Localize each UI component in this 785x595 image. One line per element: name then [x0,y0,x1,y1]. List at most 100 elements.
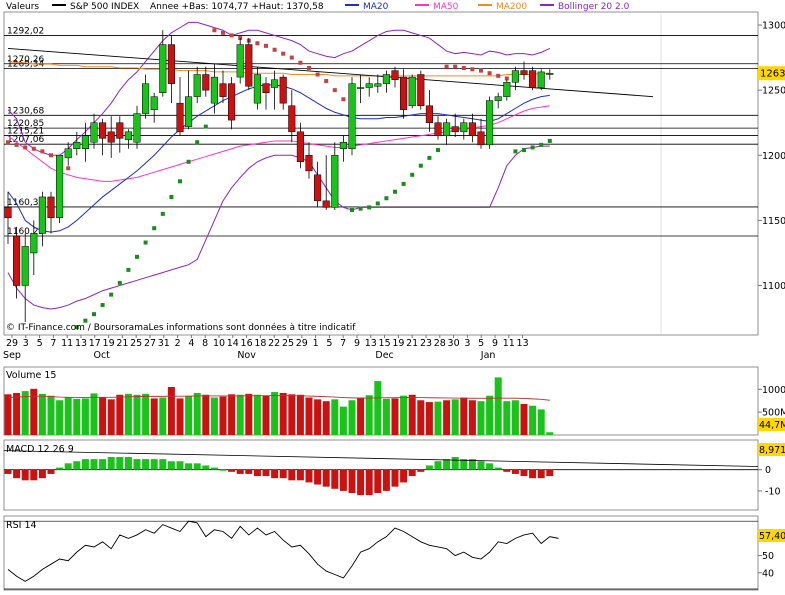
rsi-line [7,520,559,582]
sar-marker [14,142,19,147]
x-tick-label: 10 [213,338,225,349]
candle [374,83,382,87]
candle [434,122,442,136]
macd-last-tag [758,443,785,456]
macd-bar [30,469,38,481]
volume-bar [357,397,365,435]
candle [391,70,399,80]
candle [133,113,141,143]
sar-marker [479,68,483,73]
bollinger-upper-line [7,21,551,156]
sar-marker [152,226,157,231]
ma50-line [7,105,550,182]
month-label: Dec [375,350,393,361]
candle [331,155,339,208]
macd-bar [296,469,304,481]
sar-marker [436,148,440,153]
copyright-text: © IT-Finance.com / BoursoramaLes informa… [6,322,356,333]
candle [30,233,38,254]
month-label: Jan [480,350,496,361]
x-tick-label: 2 [175,338,181,349]
price-level-label: 1220,85 [7,119,44,129]
x-tick-label: 13 [365,338,377,349]
candle [262,83,270,93]
volume-bar [296,394,304,435]
month-label: Oct [93,350,110,361]
x-tick-label: 13 [75,338,87,349]
x-tick-label: 11 [503,338,515,349]
sar-marker [513,149,518,154]
sar-marker [23,145,28,150]
candle [417,74,425,107]
macd-bar [176,461,184,470]
volume-bar [460,397,468,435]
sar-marker [470,67,475,72]
candle [365,83,373,88]
volume-ma-line [7,395,550,401]
x-tick-label: 5 [37,338,43,349]
sar-marker [135,254,139,259]
rsi-last-tag [758,529,785,542]
price-level-label: 1160,22 [7,227,44,237]
sar-marker [100,303,105,308]
volume-bar [64,397,72,435]
x-tick-label: 25 [130,338,142,349]
volume-bar [339,406,347,435]
volume-last-tag [758,418,785,431]
volume-y-label: 500M [762,408,785,419]
candle [116,122,124,139]
sar-marker [92,312,96,317]
candle [176,102,184,133]
macd-bar [391,469,399,487]
candle [305,155,313,172]
sar-marker [126,267,131,272]
x-tick-label: 5 [478,338,484,349]
volume-bar [81,398,89,435]
candle [253,74,261,104]
sar-marker [186,159,191,164]
macd-bar [382,469,390,491]
macd-bar [133,459,141,470]
candle [99,122,107,139]
volume-bar [124,393,132,435]
candle [90,122,98,143]
volume-bar [4,394,12,435]
sar-marker [410,172,415,177]
valeurs-label: Valeurs [6,2,39,12]
volume-bar [99,397,107,435]
candle [124,131,132,140]
x-tick-label: 13 [517,338,529,349]
sar-marker [358,206,363,211]
volume-bar [305,397,313,435]
x-tick-label: 7 [340,338,346,349]
x-tick-label: 1 [313,338,319,349]
volume-bar [47,395,55,435]
price-level-label: 1215,21 [7,126,44,136]
candle [546,72,554,75]
sar-marker [255,41,260,46]
sar-marker [384,196,389,201]
candle [279,76,287,104]
volume-bar [193,392,201,435]
sar-marker [539,142,544,147]
candle [348,83,356,150]
volume-bar [288,394,296,435]
volume-bar [520,403,528,435]
sar-marker [298,60,303,65]
macd-y-label: 0 [765,465,771,476]
candle [408,76,416,107]
macd-bar [4,469,12,474]
sar-marker [367,205,372,210]
price-level-label: 1230,68 [7,106,44,116]
volume-bar [443,400,451,435]
x-tick-label: 16 [241,338,253,349]
candle [400,76,408,110]
volume-bar [537,409,545,435]
macd-bar [142,459,150,470]
macd-bar [331,469,339,489]
rsi-y-label: 50 [762,551,774,562]
sar-marker [178,179,182,184]
macd-bar [202,465,210,470]
macd-bar [288,469,296,481]
macd-signal-line [3,450,759,467]
